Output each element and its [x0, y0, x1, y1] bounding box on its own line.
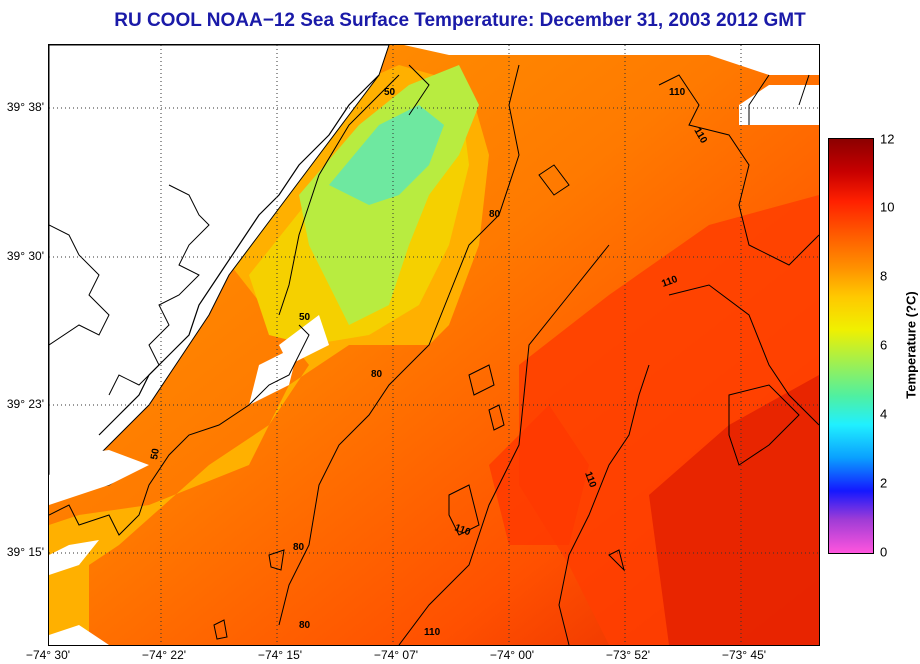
sst-map-canvas: 50 50 50 80 80 80 80 110 110 110 110 110… [49, 45, 819, 645]
lon-label: −74° 22' [141, 648, 187, 662]
coastline-inland [49, 224, 110, 346]
coastline [98, 74, 380, 436]
lon-label: −73° 52' [605, 648, 651, 662]
lon-label: −74° 15' [257, 648, 303, 662]
contour-label: 80 [489, 209, 501, 220]
lon-label: −74° 30' [25, 648, 71, 662]
sst-map[interactable]: 50 50 50 80 80 80 80 110 110 110 110 110… [48, 44, 820, 646]
contour-label: 50 [299, 312, 311, 323]
temperature-colorbar [828, 138, 874, 554]
no-data-patch [49, 540, 99, 575]
lat-label: 39° 15' [6, 545, 44, 559]
graticule [49, 45, 819, 645]
colorbar-tick: 12 [880, 131, 895, 147]
contour-label: 50 [149, 447, 162, 460]
contour-label: 110 [660, 274, 679, 290]
contour-label: 110 [669, 87, 686, 98]
colorbar-tick: 10 [880, 199, 895, 215]
coastline-bay [108, 184, 210, 396]
lon-label: −74° 07' [373, 648, 419, 662]
no-data-patch [49, 625, 109, 645]
contour-label: 110 [424, 627, 441, 638]
contour-label: 50 [384, 87, 396, 98]
contour-label: 80 [293, 542, 305, 553]
lat-label: 39° 38' [6, 100, 44, 114]
contour-label: 80 [371, 369, 383, 380]
lat-label: 39° 30' [6, 249, 44, 263]
hottest-water-area [649, 375, 819, 645]
contour-label: 110 [453, 522, 472, 538]
contour-labels: 50 50 50 80 80 80 80 110 110 110 110 110… [149, 87, 709, 638]
colorbar-tick: 8 [880, 268, 888, 284]
no-data-patch [49, 450, 149, 505]
hot-water-patch [489, 405, 589, 545]
colorbar-label: Temperature (?C) [903, 291, 919, 399]
colorbar-tick: 2 [880, 475, 888, 491]
lon-label: −74° 00' [489, 648, 535, 662]
no-data-patch [739, 85, 819, 125]
contour-label: 110 [582, 470, 598, 489]
map-title: RU COOL NOAA−12 Sea Surface Temperature:… [114, 10, 806, 31]
lat-label: 39° 23' [6, 397, 44, 411]
contour-label: 80 [299, 620, 311, 631]
colorbar-tick: 4 [880, 406, 888, 422]
cool-water-area [329, 105, 444, 205]
contour-lines [49, 64, 819, 645]
coastline-ne-2 [798, 74, 810, 106]
colorbar-tick: 0 [880, 544, 888, 560]
colorbar-tick: 6 [880, 337, 888, 353]
no-data-patch [279, 315, 329, 365]
no-data-patch [404, 45, 819, 75]
lon-label: −73° 45' [721, 648, 767, 662]
coastline-ne [748, 74, 770, 125]
